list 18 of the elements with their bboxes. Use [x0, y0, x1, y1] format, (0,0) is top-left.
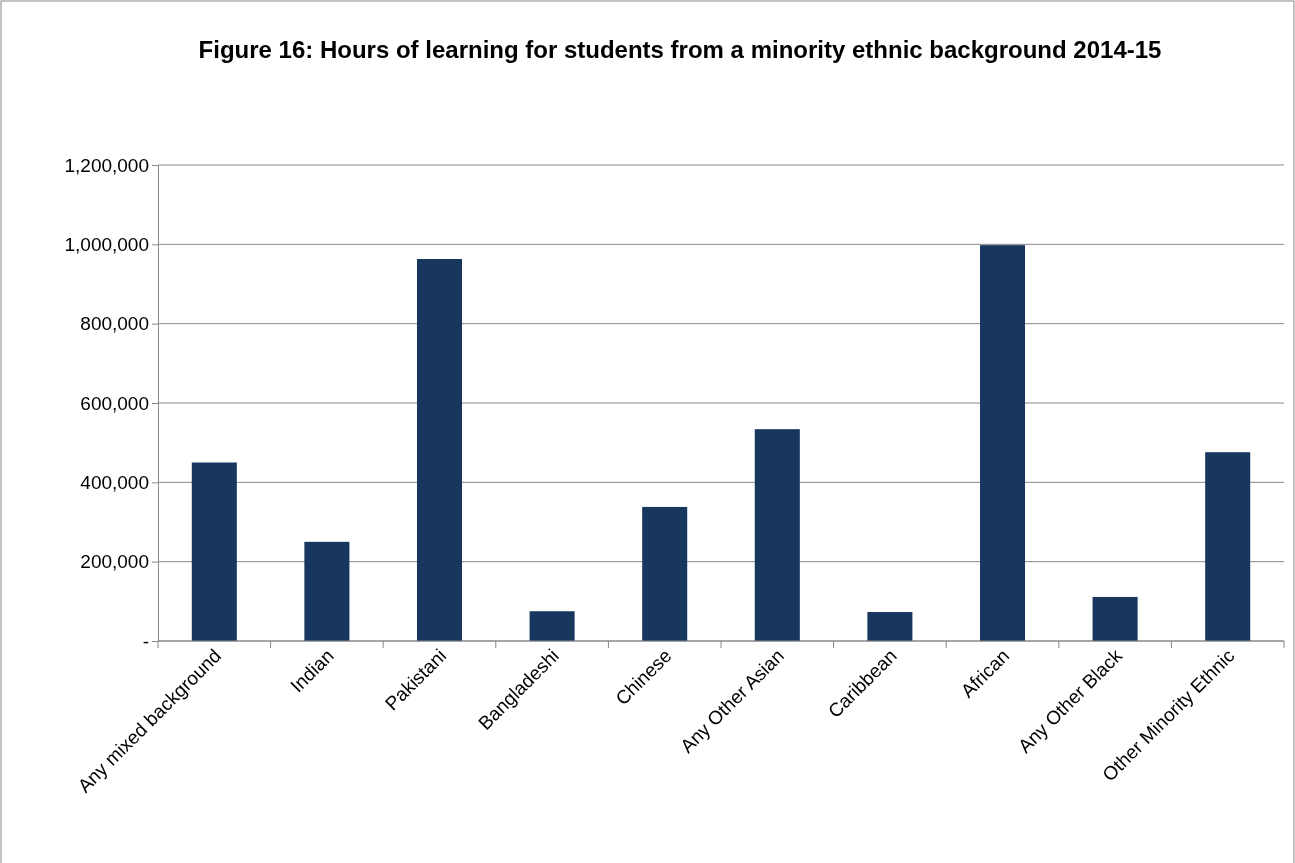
bar: [529, 611, 575, 641]
y-tick-label: 400,000: [80, 471, 149, 493]
y-tick-label: 1,200,000: [64, 154, 149, 176]
bar: [1092, 596, 1138, 641]
y-tick-label: -: [142, 630, 149, 652]
y-tick-label: 1,000,000: [64, 233, 149, 255]
bar: [979, 245, 1026, 641]
bar: [867, 612, 913, 641]
bar: [416, 259, 463, 641]
y-tick-label: 200,000: [80, 551, 149, 573]
bar: [642, 506, 688, 641]
bar: [754, 429, 800, 641]
bar: [191, 462, 237, 641]
y-tick-label: 800,000: [80, 313, 149, 335]
bar: [304, 541, 350, 641]
y-tick-label: 600,000: [80, 392, 149, 414]
chart-title: Figure 16: Hours of learning for students from a minority ethnic background 2014-15: [198, 36, 1162, 63]
bar: [1205, 452, 1251, 641]
